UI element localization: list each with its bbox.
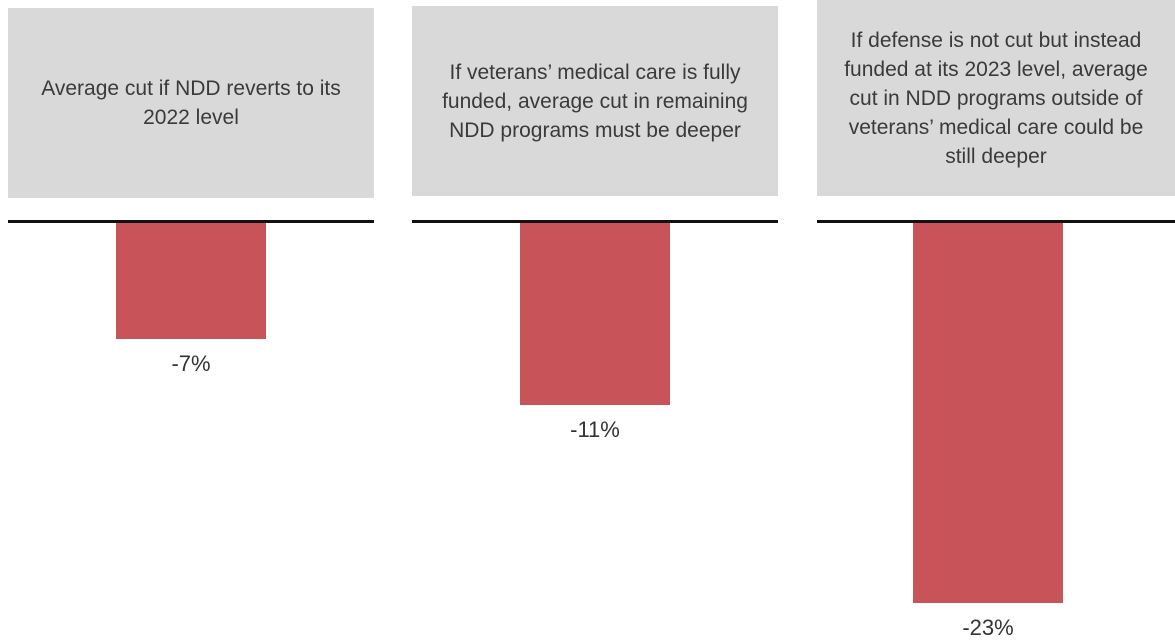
bar	[116, 223, 266, 339]
panel-header: Average cut if NDD reverts to its 2022 l…	[8, 8, 374, 198]
bar	[913, 223, 1063, 603]
bar-value-label: -23%	[962, 614, 1014, 640]
chart-area: Average cut if NDD reverts to its 2022 l…	[8, 0, 1175, 640]
bar-value-label: -7%	[171, 350, 211, 376]
panel-header: If defense is not cut but instead funded…	[817, 0, 1175, 196]
bar	[520, 223, 670, 405]
panel-baseline	[817, 220, 1175, 223]
panel-baseline	[8, 220, 374, 223]
panel-header: If veterans’ medical care is fully funde…	[412, 6, 778, 196]
panel-baseline	[412, 220, 778, 223]
bar-value-label: -11%	[570, 416, 620, 442]
